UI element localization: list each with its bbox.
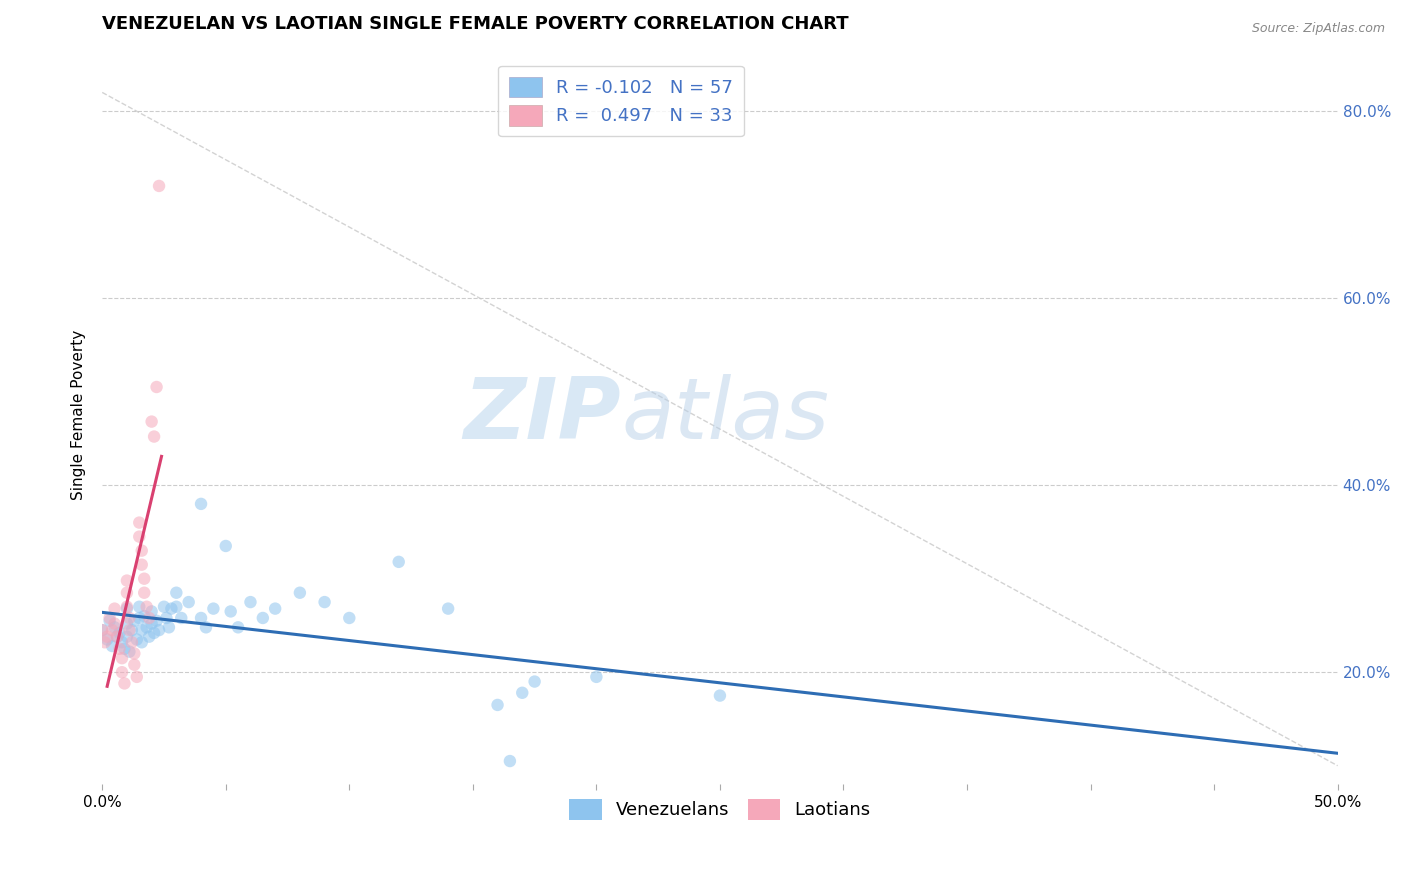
Point [134,585,156,599]
Point [177,595,200,609]
Point [108,641,131,656]
Point [101,639,124,653]
Point [138,630,160,644]
Point [226,620,249,634]
Point [190,611,212,625]
Text: VENEZUELAN VS LAOTIAN SINGLE FEMALE POVERTY CORRELATION CHART: VENEZUELAN VS LAOTIAN SINGLE FEMALE POVE… [103,15,849,33]
Point [115,585,138,599]
Point [219,604,242,618]
Point [115,616,138,631]
Point [101,623,124,637]
Point [103,601,125,615]
Point [190,497,212,511]
Point [105,630,128,644]
Point [111,651,134,665]
Point [103,616,125,631]
Point [128,530,150,544]
Point [93,635,115,649]
Point [105,630,128,644]
Point [118,645,141,659]
Point [115,574,138,588]
Point [125,632,148,647]
Point [145,380,167,394]
Point [134,572,156,586]
Point [157,620,180,634]
Point [91,623,114,637]
Point [202,601,225,615]
Point [134,609,156,624]
Point [155,611,177,625]
Point [709,689,731,703]
Point [143,626,166,640]
Text: ZIP: ZIP [464,374,621,457]
Point [114,676,136,690]
Point [125,670,148,684]
Point [131,635,153,649]
Point [138,611,160,625]
Text: atlas: atlas [621,374,830,457]
Point [510,686,533,700]
Point [145,614,167,628]
Point [103,620,125,634]
Point [135,620,157,634]
Point [215,539,238,553]
Point [141,604,163,618]
Point [91,623,114,637]
Point [239,595,262,609]
Point [121,635,143,649]
Y-axis label: Single Female Poverty: Single Female Poverty [72,330,86,500]
Point [148,178,170,193]
Point [314,595,336,609]
Point [135,599,157,614]
Point [499,754,522,768]
Point [195,620,218,634]
Point [288,585,311,599]
Point [388,555,411,569]
Legend: Venezuelans, Laotians: Venezuelans, Laotians [562,792,877,827]
Point [114,641,136,656]
Point [98,611,121,625]
Point [96,630,118,644]
Point [141,415,163,429]
Point [128,599,150,614]
Point [141,616,163,631]
Point [128,611,150,625]
Point [98,614,121,628]
Point [108,626,131,640]
Point [124,614,146,628]
Point [118,611,141,625]
Point [160,601,183,615]
Point [486,698,509,712]
Point [115,599,138,614]
Point [131,558,153,572]
Point [165,585,187,599]
Point [585,670,607,684]
Point [523,674,546,689]
Point [143,429,166,443]
Point [115,601,138,615]
Point [252,611,274,625]
Point [437,601,460,615]
Point [131,623,153,637]
Point [96,632,118,647]
Point [111,635,134,649]
Point [165,599,187,614]
Point [148,623,170,637]
Point [170,611,193,625]
Point [337,611,360,625]
Point [115,630,138,644]
Point [111,665,134,680]
Point [118,623,141,637]
Point [121,623,143,637]
Point [124,657,146,672]
Point [128,516,150,530]
Point [124,647,146,661]
Text: Source: ZipAtlas.com: Source: ZipAtlas.com [1251,22,1385,36]
Point [131,543,153,558]
Point [153,599,176,614]
Point [264,601,287,615]
